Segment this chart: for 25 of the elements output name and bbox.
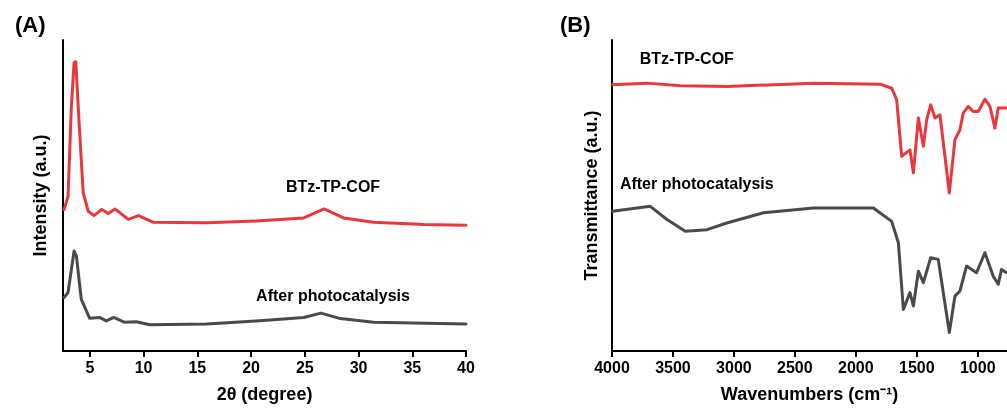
x-tick-label: 20 xyxy=(242,358,261,376)
x-axis-title: Wavenumbers (cm⁻¹) xyxy=(720,384,899,404)
x-tick-label: 3500 xyxy=(655,358,691,376)
x-tick-label: 40 xyxy=(457,358,475,376)
x-tick-label: 5 xyxy=(85,358,95,376)
y-axis-title: Intensity (a.u.) xyxy=(30,134,50,257)
x-tick-label: 35 xyxy=(403,358,422,376)
y-axis-title: Transmittance (a.u.) xyxy=(581,110,601,281)
x-tick-label: 25 xyxy=(295,358,314,376)
x-tick-label: 10 xyxy=(134,358,153,376)
chart-title: (B) xyxy=(560,11,591,37)
x-tick-label: 2000 xyxy=(838,358,874,376)
series-label: BTz-TP-COF xyxy=(285,178,381,196)
x-tick-label: 1000 xyxy=(959,358,996,376)
x-tick-label: 1500 xyxy=(898,358,935,376)
series-label: After photocatalysis xyxy=(256,287,411,305)
x-tick-label: 2500 xyxy=(777,358,813,376)
series-label: BTz-TP-COF xyxy=(639,50,735,68)
x-tick-label: 3000 xyxy=(716,358,752,376)
series-label: After photocatalysis xyxy=(619,175,774,193)
x-axis-title: 2θ (degree) xyxy=(216,384,313,404)
x-tick-label: 4000 xyxy=(594,358,630,376)
x-tick-label: 30 xyxy=(349,358,368,376)
x-tick-label: 15 xyxy=(188,358,207,376)
chart-title: (A) xyxy=(15,11,46,37)
